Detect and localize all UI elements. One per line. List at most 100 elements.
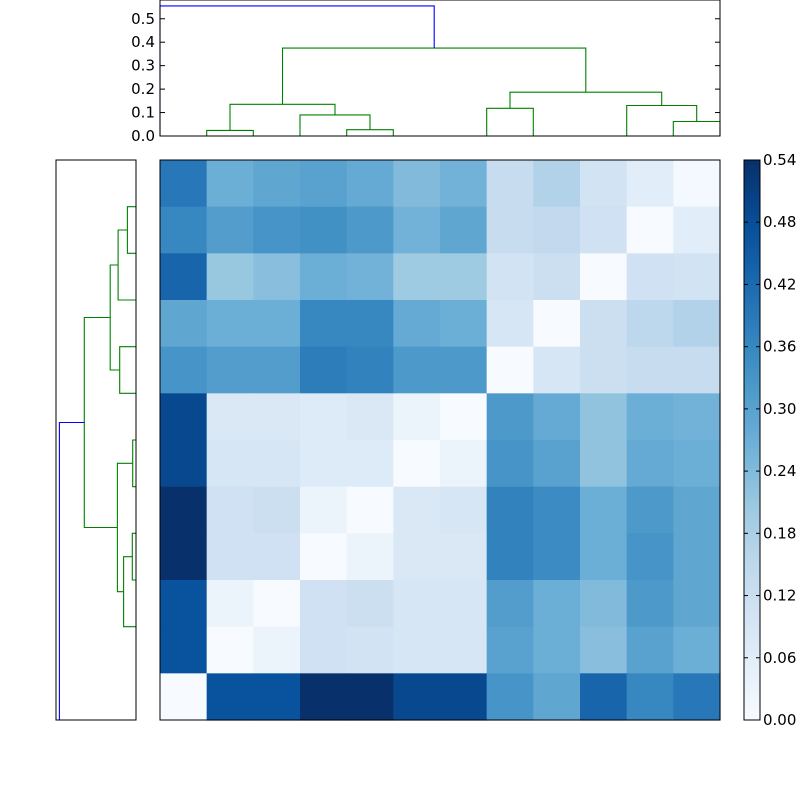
colorbar-tick-label: 0.18 xyxy=(763,524,796,542)
heatmap-cell xyxy=(300,346,348,394)
heatmap-cell xyxy=(160,626,208,674)
heatmap-cell xyxy=(626,673,674,721)
heatmap-cell xyxy=(253,160,301,208)
heatmap-cell xyxy=(346,160,394,208)
colorbar-gradient xyxy=(743,159,761,721)
heatmap-cell xyxy=(393,160,441,208)
heatmap-cell xyxy=(626,206,674,254)
heatmap-cell xyxy=(206,533,254,581)
heatmap-cell xyxy=(206,206,254,254)
heatmap-cell xyxy=(160,160,208,208)
heatmap-cell xyxy=(626,533,674,581)
dendrogram-link xyxy=(83,316,118,529)
heatmap-cell xyxy=(626,580,674,628)
heatmap-cell xyxy=(580,253,628,301)
heatmap-cell xyxy=(160,673,208,721)
heatmap-cell xyxy=(533,300,581,348)
heatmap-cell xyxy=(486,206,534,254)
y-tick-label: 0.5 xyxy=(131,10,155,28)
heatmap-cell xyxy=(253,300,301,348)
heatmap-cell xyxy=(580,626,628,674)
heatmap-cell xyxy=(486,486,534,534)
heatmap-cell xyxy=(626,346,674,394)
heatmap xyxy=(159,159,721,721)
heatmap-cell xyxy=(533,673,581,721)
left-dendrogram-frame xyxy=(55,159,137,721)
heatmap-cell xyxy=(300,160,348,208)
heatmap-cell xyxy=(253,253,301,301)
heatmap-cell xyxy=(206,393,254,441)
heatmap-cell xyxy=(533,253,581,301)
heatmap-cell xyxy=(253,393,301,441)
heatmap-cell xyxy=(626,160,674,208)
heatmap-cell xyxy=(160,300,208,348)
dendrogram-link xyxy=(58,421,136,721)
heatmap-cell xyxy=(346,393,394,441)
colorbar-tick-label: 0.54 xyxy=(763,151,796,169)
colorbar-tick-label: 0.36 xyxy=(763,338,796,356)
heatmap-cell xyxy=(160,393,208,441)
heatmap-cell xyxy=(393,673,441,721)
heatmap-cell xyxy=(673,300,721,348)
heatmap-cell xyxy=(626,300,674,348)
y-tick-label: 0.4 xyxy=(131,33,155,51)
heatmap-cell xyxy=(346,580,394,628)
heatmap-cell xyxy=(393,440,441,488)
heatmap-frame xyxy=(159,159,721,721)
heatmap-cell xyxy=(206,626,254,674)
heatmap-cell xyxy=(626,486,674,534)
heatmap-cell xyxy=(486,393,534,441)
heatmap-cell xyxy=(253,533,301,581)
y-tick-label: 0.1 xyxy=(131,104,155,122)
heatmap-cell xyxy=(346,346,394,394)
heatmap-cell xyxy=(673,673,721,721)
y-tick-label: 0.2 xyxy=(131,80,155,98)
heatmap-cell xyxy=(533,206,581,254)
heatmap-cell xyxy=(393,346,441,394)
heatmap-cell xyxy=(206,300,254,348)
dendrogram-link xyxy=(229,103,336,131)
heatmap-cell xyxy=(253,346,301,394)
colorbar-tick-label: 0.12 xyxy=(763,587,796,605)
heatmap-cell xyxy=(253,626,301,674)
heatmap-cell xyxy=(393,626,441,674)
heatmap-cell xyxy=(160,206,208,254)
heatmap-cell xyxy=(533,160,581,208)
dendrogram-link xyxy=(131,532,136,581)
heatmap-cell xyxy=(440,486,488,534)
heatmap-cell xyxy=(160,486,208,534)
heatmap-cell xyxy=(673,626,721,674)
heatmap-cell xyxy=(300,626,348,674)
colorbar-tick-label: 0.24 xyxy=(763,462,796,480)
colorbar-tick-label: 0.06 xyxy=(763,649,796,667)
heatmap-cell xyxy=(253,206,301,254)
dendrogram-link xyxy=(123,556,136,628)
heatmap-cell xyxy=(673,533,721,581)
heatmap-cell xyxy=(580,533,628,581)
heatmap-cell xyxy=(580,300,628,348)
heatmap-cell xyxy=(440,206,488,254)
heatmap-cell xyxy=(393,533,441,581)
heatmap-cell xyxy=(440,626,488,674)
heatmap-cell xyxy=(673,486,721,534)
heatmap-cell xyxy=(486,533,534,581)
y-tick-label: 0.0 xyxy=(131,127,155,145)
heatmap-cell xyxy=(580,673,628,721)
heatmap-cell xyxy=(486,440,534,488)
dendrogram-link xyxy=(206,129,254,136)
dendrogram-link xyxy=(119,346,136,394)
heatmap-cell xyxy=(346,486,394,534)
heatmap-cell xyxy=(346,300,394,348)
heatmap-cell xyxy=(580,393,628,441)
heatmap-cell xyxy=(673,440,721,488)
heatmap-cell xyxy=(440,253,488,301)
heatmap-cell xyxy=(253,486,301,534)
heatmap-cell xyxy=(533,533,581,581)
heatmap-cell xyxy=(440,440,488,488)
heatmap-cell xyxy=(626,440,674,488)
heatmap-cell xyxy=(486,346,534,394)
heatmap-cell xyxy=(393,206,441,254)
heatmap-cell xyxy=(346,533,394,581)
heatmap-cell xyxy=(393,580,441,628)
heatmap-cell xyxy=(206,580,254,628)
